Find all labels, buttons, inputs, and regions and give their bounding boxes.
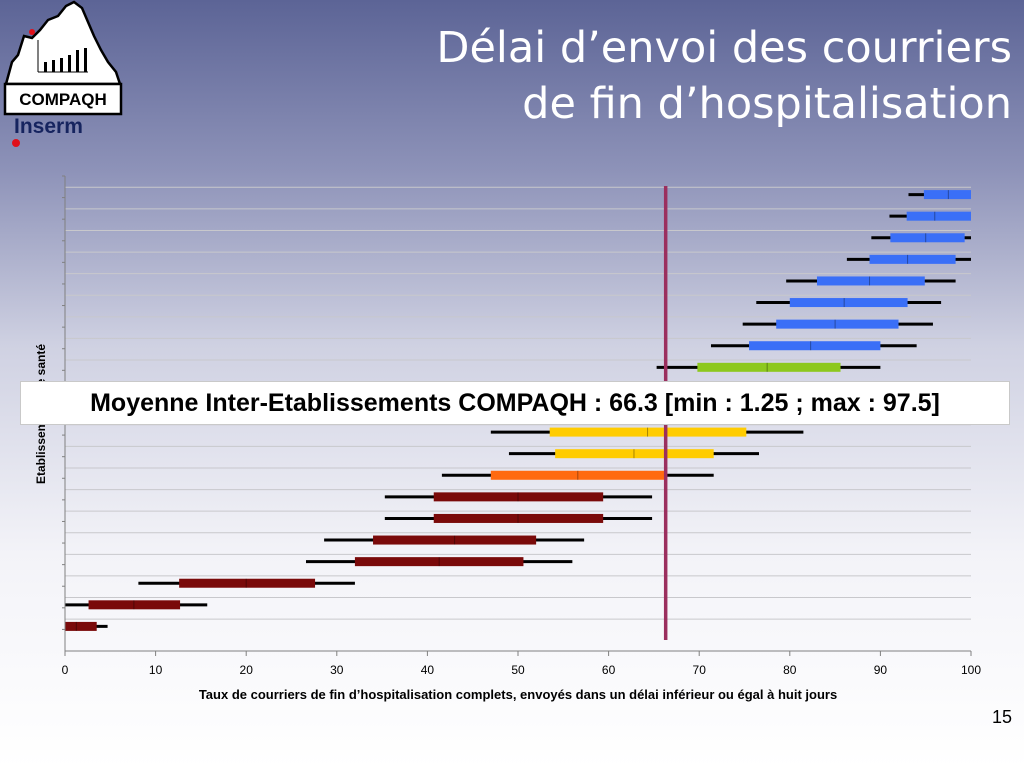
box [869,254,956,264]
title-line-1: Délai d’envoi des courriers [436,23,1012,73]
slide-title: Délai d’envoi des courriers de fin d’hos… [312,20,1012,132]
title-line-2: de fin d’hospitalisation [522,79,1012,129]
x-tick-label: 90 [874,663,888,677]
box [890,233,965,243]
mountain-icon [4,0,122,86]
box [373,535,537,545]
x-tick-label: 70 [693,663,707,677]
mean-annotation-text: Moyenne Inter-Etablissements COMPAQH : 6… [90,388,940,417]
box [816,276,925,286]
box [776,319,899,329]
box [354,557,524,567]
mean-annotation-box: Moyenne Inter-Etablissements COMPAQH : 6… [20,381,1010,425]
box [789,298,908,308]
page-number: 15 [991,707,1012,727]
box [490,470,666,480]
x-tick-label: 0 [62,663,69,677]
x-tick-label: 10 [149,663,163,677]
x-tick-label: 40 [421,663,435,677]
x-tick-label: 50 [511,663,525,677]
box [555,449,714,459]
x-tick-label: 60 [602,663,616,677]
compaqh-inserm-logo: COMPAQH Inserm [3,0,123,147]
box [433,513,604,523]
box [433,492,604,502]
x-tick-label: 100 [961,663,981,677]
chart-rows [65,190,971,631]
box [749,341,881,351]
logo-dot-icon [12,139,20,147]
box [906,211,971,221]
x-axis: 0 10 20 30 40 50 60 70 80 90 100 [62,175,981,677]
box [697,362,841,372]
box [88,600,181,610]
x-tick-label: 30 [330,663,344,677]
box [179,578,316,588]
logo-brand-text: COMPAQH [19,90,107,109]
box [923,190,971,200]
x-tick-label: 80 [783,663,797,677]
box [65,621,97,631]
box [549,427,747,437]
logo-star-icon [29,29,35,35]
x-axis-label: Taux de courriers de fin d’hospitalisati… [199,687,837,702]
x-tick-label: 20 [240,663,254,677]
logo-org-text: Inserm [14,115,83,138]
